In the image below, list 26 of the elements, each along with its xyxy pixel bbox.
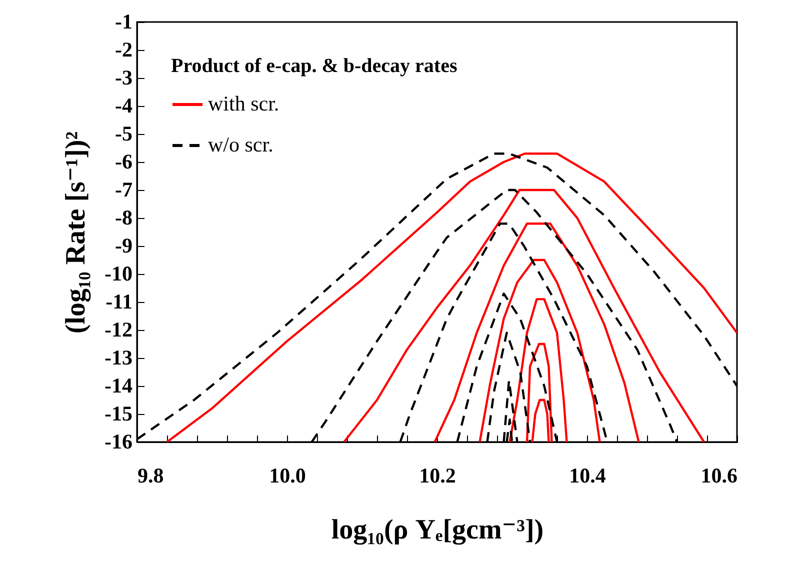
x-tick-label: 10.0: [269, 464, 306, 488]
y-tick-label: -7: [115, 178, 132, 202]
y-axis-title: (log₁₀ Rate [s⁻¹])²: [60, 131, 92, 334]
x-tick-label: 10.2: [419, 464, 456, 488]
y-tick-label: -12: [104, 318, 132, 342]
x-tick-label: 10.6: [700, 464, 738, 488]
y-tick-label: -13: [104, 346, 132, 370]
x-tick-label: 9.8: [138, 464, 164, 488]
y-tick-label: -6: [115, 150, 132, 174]
y-tick-label: -3: [115, 66, 132, 90]
y-tick-label: -10: [104, 262, 132, 286]
x-axis-title: log₁₀(ρ Yₑ[gcm⁻³]): [331, 514, 544, 546]
y-tick-label: -5: [115, 122, 132, 146]
y-tick-label: -14: [104, 374, 133, 398]
y-tick-label: -15: [104, 402, 132, 426]
x-tick-label: 10.4: [569, 464, 606, 488]
legend-label: w/o scr.: [208, 132, 274, 156]
y-tick-label: -9: [115, 234, 132, 258]
legend-title: Product of e-cap. & b-decay rates: [171, 55, 458, 77]
y-tick-label: -8: [115, 206, 132, 230]
y-tick-label: -16: [104, 430, 132, 454]
y-tick-label: -4: [115, 94, 133, 118]
y-tick-label: -2: [115, 38, 132, 62]
y-tick-label: -1: [115, 10, 132, 34]
y-tick-label: -11: [106, 290, 132, 314]
legend-label: with scr.: [208, 92, 280, 116]
